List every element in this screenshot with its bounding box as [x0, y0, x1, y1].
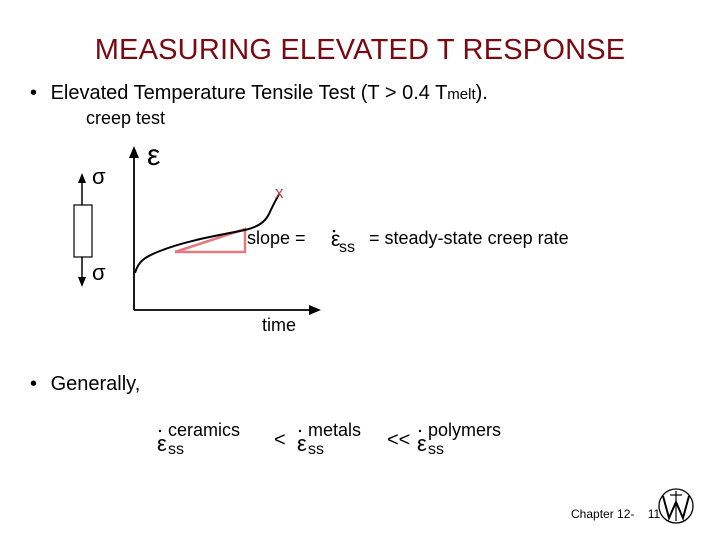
axes — [129, 146, 321, 315]
fracture-mark: x — [275, 183, 284, 202]
slope-dot — [332, 229, 336, 233]
bullet1-subscript: melt — [447, 86, 476, 103]
bullet-marker: • — [30, 373, 38, 395]
polymers-label: polymers — [428, 420, 501, 440]
bullet-elevated-test: • Elevated Temperature Tensile Test (T >… — [30, 82, 488, 105]
page-number: 11 — [647, 507, 661, 521]
bullet-marker: • — [30, 82, 38, 104]
bullet1-text: Elevated Temperature Tensile Test (T > 0… — [50, 82, 448, 104]
creep-curve — [134, 193, 280, 274]
bullet-generally: • Generally, — [30, 373, 140, 396]
bullet1-suffix: ). — [475, 82, 488, 104]
eps-polymers: ε — [417, 431, 427, 456]
sigma-bottom-label: σ — [92, 260, 106, 285]
creep-test-caption: creep test — [86, 108, 166, 128]
ss-metals: ss — [308, 441, 324, 458]
sigma-top-label: σ — [92, 164, 106, 189]
slope-description: = steady-state creep rate — [364, 228, 569, 248]
dot-metals — [298, 429, 302, 433]
slide-title: MEASURING ELEVATED T RESPONSE — [94, 34, 626, 66]
much-less-than: << — [387, 429, 410, 451]
slope-subscript: ss — [339, 239, 355, 256]
slope-label: slope = — [247, 228, 306, 248]
time-axis-label: time — [262, 315, 296, 335]
slope-triangle — [174, 227, 247, 254]
metals-label: metals — [308, 420, 361, 440]
dot-ceramics — [158, 429, 162, 433]
epsilon-axis-label: ε — [147, 139, 160, 172]
dot-polymers — [418, 429, 422, 433]
university-logo — [658, 488, 694, 524]
chapter-label: Chapter 12- 11 — [571, 507, 661, 521]
less-than: < — [274, 429, 286, 451]
eps-metals: ε — [297, 431, 307, 456]
ss-ceramics: ss — [168, 441, 184, 458]
ceramics-label: ceramics — [168, 420, 240, 440]
slope-epsilon: ε — [331, 228, 340, 251]
ss-polymers: ss — [428, 441, 444, 458]
bullet2-text: Generally, — [50, 373, 141, 395]
specimen-icon — [73, 173, 93, 287]
eps-ceramics: ε — [157, 431, 167, 456]
